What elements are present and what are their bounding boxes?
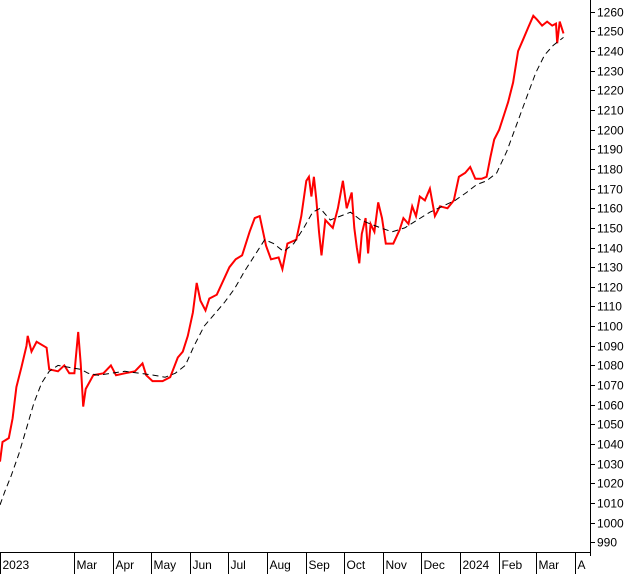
y-tick-label: 1180 [597, 163, 623, 177]
y-tick-label: 1120 [597, 281, 623, 295]
price-line [0, 14, 565, 462]
y-tick-label: 1060 [597, 399, 624, 413]
y-tick-label: 990 [597, 536, 617, 550]
y-tick-label: 1050 [597, 418, 624, 432]
y-tick-label: 1240 [597, 45, 624, 59]
x-tick-label: May [154, 558, 177, 572]
y-tick-label: 1160 [597, 202, 623, 216]
y-tick-label: 1040 [597, 438, 624, 452]
y-tick-label: 1190 [597, 143, 623, 157]
y-tick-label: 1010 [597, 497, 624, 511]
x-tick-label: Jun [193, 558, 212, 572]
y-tick-label: 1150 [597, 222, 623, 236]
x-tick-label: Dec [424, 558, 445, 572]
x-tick-label: Apr [116, 558, 135, 572]
y-tick-label: 1250 [597, 25, 624, 39]
x-tick-label: Feb [502, 558, 523, 572]
x-tick-label: 2024 [463, 558, 490, 572]
x-tick-label: Mar [539, 558, 560, 572]
y-tick-label: 1090 [597, 340, 624, 354]
y-tick-label: 1070 [597, 379, 624, 393]
y-tick-label: 1020 [597, 477, 624, 491]
y-tick-label: 1230 [597, 65, 624, 79]
y-tick-label: 1030 [597, 458, 624, 472]
series-layer [0, 14, 565, 506]
y-tick-label: 1110 [597, 300, 622, 314]
y-tick-label: 1170 [597, 183, 623, 197]
moving-average-line [0, 37, 564, 506]
y-tick-label: 1100 [597, 320, 623, 334]
y-tick-label: 1140 [597, 242, 623, 256]
y-tick-label: 1210 [597, 104, 624, 118]
x-tick-label: 2023 [3, 558, 30, 572]
x-tick-label: Jul [231, 558, 246, 572]
y-tick-label: 1000 [597, 517, 624, 531]
y-tick-label: 1200 [597, 124, 624, 138]
y-tick-label: 1130 [597, 261, 623, 275]
x-tick-label: Nov [386, 558, 407, 572]
y-tick-label: 1080 [597, 359, 624, 373]
x-tick-label: A [578, 558, 586, 572]
y-tick-label: 1220 [597, 84, 624, 98]
x-tick-label: Mar [77, 558, 98, 572]
y-axis-ticks: 990 1000 1010 1020 1030 1040 1050 1060 1070 1080 1… [590, 6, 624, 550]
x-axis-ticks: 2023 Mar Apr May Jun Jul Aug Sep Oct Nov Dec 2024 Fe… [0, 552, 586, 574]
x-tick-label: Oct [347, 558, 366, 572]
x-tick-label: Sep [309, 558, 331, 572]
x-tick-label: Aug [270, 558, 291, 572]
y-tick-label: 1260 [597, 6, 624, 20]
